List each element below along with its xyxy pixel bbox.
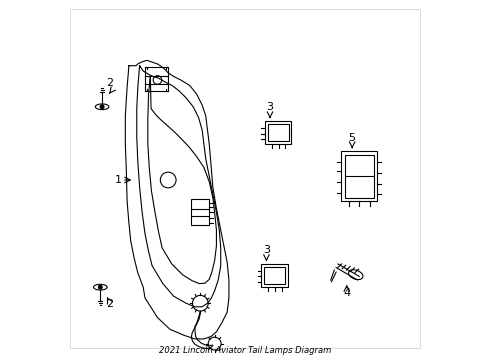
Circle shape (98, 285, 102, 289)
Text: 2: 2 (106, 78, 114, 89)
Text: 3: 3 (267, 102, 273, 112)
Text: 3: 3 (263, 245, 270, 255)
Text: 2: 2 (106, 299, 113, 309)
Text: 2021 Lincoln Aviator Tail Lamps Diagram: 2021 Lincoln Aviator Tail Lamps Diagram (159, 346, 331, 355)
Text: 5: 5 (349, 133, 356, 143)
Text: 1: 1 (115, 175, 122, 185)
Circle shape (100, 105, 104, 109)
Text: 4: 4 (343, 288, 350, 298)
